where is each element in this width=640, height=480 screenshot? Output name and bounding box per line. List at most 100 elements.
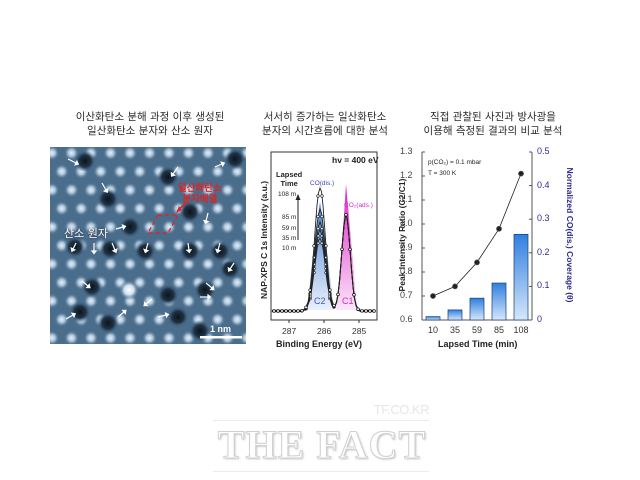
xps-marker bbox=[292, 309, 296, 313]
arrow-icon bbox=[143, 242, 150, 254]
xps-marker bbox=[308, 288, 312, 292]
x-category-label: 108 bbox=[513, 325, 529, 335]
xps-chart: hv = 400 eV Lapsed Time 108 m 85 m 59 m … bbox=[252, 140, 398, 355]
legend-title: Lapsed Time bbox=[276, 170, 302, 188]
panel3-heading-line2: 이용해 측정된 결과의 비교 분석 bbox=[423, 125, 563, 137]
watermark: TF.CO.KR THE FACT bbox=[205, 400, 435, 475]
stm-bright-spot bbox=[171, 275, 187, 290]
xps-marker bbox=[316, 194, 320, 198]
stm-bright-spot bbox=[142, 330, 157, 344]
y-tick-left: 1.2 bbox=[400, 170, 413, 180]
ratio-ylabel-left: Peak Intensity Ratio (C2/C1) bbox=[397, 178, 407, 292]
watermark-bottom-rule bbox=[213, 471, 429, 472]
arrow-icon bbox=[215, 242, 222, 254]
ratio-marker bbox=[518, 170, 524, 177]
stm-bright-spot bbox=[83, 330, 99, 344]
x-tick-286: 286 bbox=[317, 326, 332, 336]
x-category-label: 35 bbox=[449, 325, 460, 335]
stm-bright-spot bbox=[122, 182, 138, 198]
stm-bright-spot bbox=[83, 219, 99, 235]
stm-bright-spot bbox=[50, 219, 60, 235]
stm-bright-spot bbox=[229, 201, 245, 216]
stm-bright-spot bbox=[220, 182, 235, 198]
stm-bright-spot bbox=[239, 256, 246, 272]
arrow-icon bbox=[90, 243, 98, 255]
watermark-top-rule bbox=[213, 420, 429, 421]
stm-bright-spot bbox=[239, 330, 246, 344]
panel2-heading-line1: 서서히 증가하는 일산화탄소 bbox=[263, 111, 387, 123]
stm-bright-spot bbox=[220, 219, 235, 235]
xps-marker bbox=[280, 309, 284, 313]
x-category-label: 85 bbox=[493, 325, 504, 335]
stm-bright-spot bbox=[132, 201, 148, 216]
arrow-icon bbox=[227, 262, 235, 272]
x-tick-287: 287 bbox=[282, 326, 297, 336]
xps-marker bbox=[316, 214, 320, 219]
stm-bright-spot bbox=[54, 201, 70, 216]
stm-bright-spot bbox=[50, 182, 60, 198]
xps-xlabel: Binding Energy (eV) bbox=[276, 339, 363, 349]
x-tick-285: 285 bbox=[352, 326, 367, 336]
stm-bright-spot bbox=[161, 256, 177, 272]
stm-dark-spot bbox=[119, 216, 141, 238]
ratio-chart: p(CO₂) = 0.1 mbar T = 300 K Lapsed Time … bbox=[392, 140, 592, 355]
y-tick-right: 0.1 bbox=[537, 280, 550, 291]
arrow-icon bbox=[205, 282, 215, 291]
y-tick-left: 1.1 bbox=[400, 194, 413, 204]
xps-marker bbox=[368, 309, 372, 313]
coverage-bar bbox=[469, 297, 485, 321]
legend-35m: 35 m bbox=[282, 235, 297, 242]
x-category-label: 10 bbox=[427, 325, 438, 335]
legend-10m: 10 m bbox=[282, 245, 297, 252]
stm-dark-spot bbox=[97, 312, 119, 334]
stm-bright-spot bbox=[161, 330, 177, 344]
arrow-icon bbox=[65, 312, 77, 320]
arrow-icon bbox=[143, 298, 153, 307]
y-tick-left: 0.9 bbox=[400, 242, 413, 252]
coverage-bar bbox=[447, 309, 463, 321]
arrow-icon bbox=[115, 224, 127, 231]
stm-bright-spot bbox=[142, 182, 157, 198]
watermark-brand: THE FACT bbox=[217, 422, 427, 468]
xps-marker bbox=[296, 309, 300, 313]
xps-marker bbox=[288, 309, 292, 313]
label-co-line1: 일산화탄소 bbox=[178, 183, 222, 194]
stm-bright-spot bbox=[132, 312, 148, 327]
xps-marker bbox=[360, 309, 364, 313]
xps-marker bbox=[328, 288, 332, 292]
panel3-heading: 직접 관찰된 사진과 방사광을 이용해 측정된 결과의 비교 분석 bbox=[398, 110, 588, 138]
ratio-marker bbox=[452, 283, 458, 290]
stm-bright-spot bbox=[54, 275, 70, 290]
xps-title: hv = 400 eV bbox=[332, 155, 379, 165]
stm-bright-spot bbox=[54, 312, 70, 327]
legend-title-line2: Time bbox=[280, 179, 298, 188]
stm-bright-spot bbox=[210, 201, 226, 216]
legend-85m: 85 m bbox=[282, 214, 297, 221]
xps-marker bbox=[356, 307, 360, 311]
stm-bright-spot bbox=[64, 219, 79, 235]
arrow-icon bbox=[81, 280, 91, 289]
xps-plot bbox=[270, 151, 378, 323]
xps-marker bbox=[340, 247, 344, 251]
stm-bright-spot bbox=[112, 164, 128, 179]
xps-marker bbox=[336, 292, 340, 296]
arrow-icon bbox=[67, 158, 80, 166]
stm-bright-spot bbox=[50, 293, 60, 309]
label-co-array: 일산화탄소 분자배열 bbox=[178, 183, 222, 205]
stm-lattice bbox=[50, 147, 246, 344]
stm-bright-spot bbox=[122, 330, 138, 344]
stm-bright-spot bbox=[181, 293, 196, 309]
arrow-icon bbox=[214, 161, 226, 168]
coverage-bar bbox=[491, 282, 507, 321]
stm-bright-spot bbox=[200, 182, 216, 198]
stm-dark-spot bbox=[194, 279, 216, 301]
stm-bright-spot bbox=[142, 147, 157, 161]
panel1-heading: 이산화탄소 분해 과정 이후 생성된 일산화탄소 분자와 산소 원자 bbox=[40, 110, 260, 138]
stm-bright-spot bbox=[50, 256, 60, 272]
stm-bright-spot bbox=[200, 147, 216, 161]
y-tick-left: 1.0 bbox=[400, 218, 413, 228]
y-tick-right: 0.2 bbox=[537, 246, 550, 257]
annotation-temperature: T = 300 K bbox=[428, 170, 457, 177]
ratio-ylabel-right: Normalized CO(dis.) Coverage (θ) bbox=[565, 167, 575, 303]
y-tick-left: 0.8 bbox=[400, 266, 413, 276]
